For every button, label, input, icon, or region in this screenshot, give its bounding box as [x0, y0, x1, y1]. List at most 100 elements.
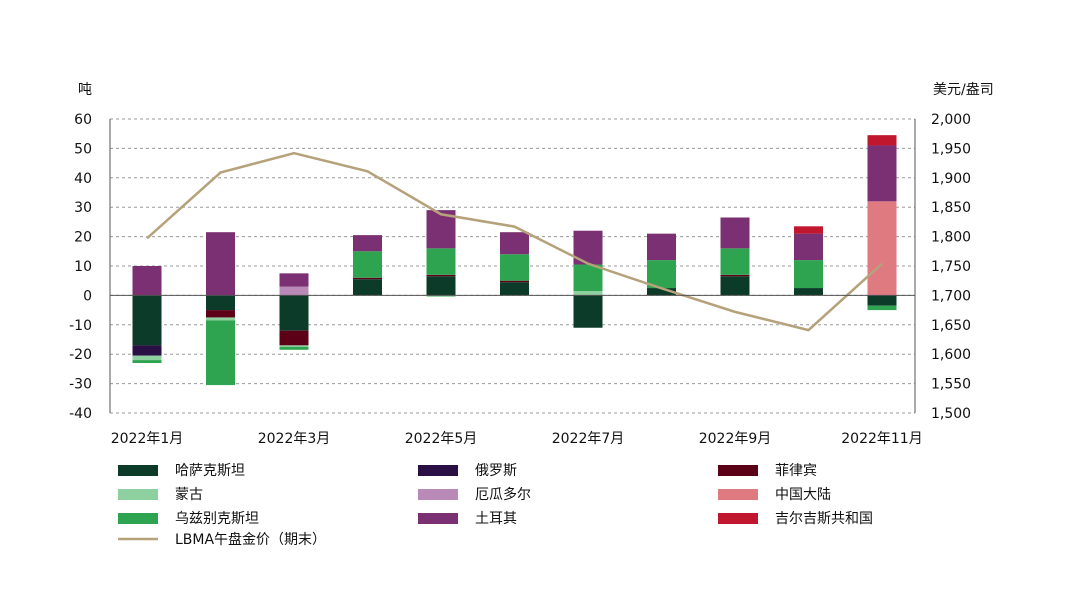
right-tick-label: 1,800: [931, 230, 971, 246]
bar-segment: [279, 273, 309, 287]
bar-segment: [720, 217, 750, 249]
x-tick-label: 2022年3月: [258, 431, 331, 447]
right-axis-title: 美元/盎司: [933, 82, 994, 98]
bar-segment: [867, 145, 897, 202]
legend-swatch: [418, 489, 458, 500]
bar-segment: [867, 295, 897, 306]
legend-label: 乌兹别克斯坦: [175, 511, 259, 527]
legend-swatch: [118, 513, 158, 524]
axes: 60 50 40 30 20 10 0 -10 -20 -30 -40 2,000 1,950 1,900…: [69, 112, 971, 447]
bar-segment: [573, 264, 603, 291]
price-line-series: [146, 151, 883, 332]
bar-segment: [867, 135, 897, 146]
bar-segment: [279, 345, 309, 347]
bar-segment: [647, 233, 676, 261]
legend-swatch: [718, 465, 758, 476]
bar-segment: [279, 330, 309, 346]
bar-segment: [794, 226, 823, 234]
right-tick-label: 2,000: [931, 112, 971, 128]
bar-segment: [353, 279, 382, 296]
bar-segment: [573, 295, 603, 328]
right-tick-label: 1,550: [931, 377, 971, 393]
right-tick-label: 1,850: [931, 200, 971, 216]
bar-segment: [279, 346, 309, 350]
bar-segment: [206, 310, 235, 318]
bar-segment: [500, 282, 529, 296]
bar-segment: [500, 232, 529, 255]
legend-swatch: [118, 489, 158, 500]
bar-segment: [132, 360, 162, 364]
bar-segment: [206, 320, 235, 386]
bar-segment: [206, 232, 235, 296]
legend-label: LBMA午盘金价（期末）: [175, 531, 326, 548]
right-tick-label: 1,500: [931, 406, 971, 422]
bar-segment: [426, 274, 456, 277]
legend-label: 土耳其: [475, 511, 517, 527]
x-tick-label: 2022年1月: [111, 431, 184, 447]
bar-segment: [794, 260, 823, 289]
left-tick-label: -20: [69, 347, 92, 363]
legend-label: 厄瓜多尔: [475, 486, 531, 503]
right-tick-label: 1,750: [931, 259, 971, 275]
left-tick-label: 60: [74, 112, 92, 128]
bar-segment: [353, 277, 382, 280]
left-tick-label: -30: [69, 377, 92, 393]
left-axis-title: 吨: [78, 82, 92, 98]
bar-segment: [720, 248, 750, 275]
legend-label: 吉尔吉斯共和国: [775, 511, 873, 527]
bar-segment: [867, 305, 897, 311]
left-tick-label: -10: [69, 318, 92, 334]
left-tick-label: 30: [74, 200, 92, 216]
bar-segment: [279, 295, 309, 331]
bar-segment: [132, 295, 162, 346]
legend-label: 菲律宾: [775, 463, 817, 479]
legend-label: 中国大陆: [775, 487, 831, 503]
bar-segment: [647, 288, 676, 296]
bar-segment: [426, 248, 456, 275]
bar-segment: [279, 286, 309, 296]
right-tick-label: 1,900: [931, 171, 971, 187]
bar-segment: [500, 254, 529, 281]
legend-swatch: [418, 465, 458, 476]
bar-segment: [353, 251, 382, 278]
bar-segment: [573, 290, 603, 296]
legend-swatch: [718, 513, 758, 524]
bar-segment: [426, 295, 456, 297]
legend-swatch: [718, 489, 758, 500]
x-tick-label: 2022年7月: [552, 431, 625, 447]
right-tick-label: 1,700: [931, 288, 971, 304]
legend-label: 蒙古: [175, 487, 203, 503]
legend-label: 哈萨克斯坦: [175, 463, 245, 479]
left-tick-label: 20: [74, 230, 92, 246]
bar-segment: [426, 276, 456, 296]
x-tick-label: 2022年9月: [699, 431, 772, 447]
bar-segment: [647, 260, 676, 289]
bar-segment: [132, 345, 162, 356]
left-tick-label: -40: [69, 406, 92, 422]
x-tick-label: 2022年5月: [405, 431, 478, 447]
left-tick-label: 10: [74, 259, 92, 275]
left-tick-label: 0: [83, 288, 92, 304]
price-line: [146, 151, 883, 332]
legend-swatch: [418, 513, 458, 524]
right-tick-label: 1,600: [931, 347, 971, 363]
x-tick-label: 2022年11月: [841, 431, 922, 447]
left-tick-label: 50: [74, 141, 92, 157]
bar-segment: [867, 201, 897, 296]
legend-label: 俄罗斯: [475, 463, 517, 479]
bar-segment: [353, 235, 382, 252]
bar-segment: [794, 233, 823, 261]
bar-segment: [132, 266, 162, 296]
bar-segment: [500, 280, 529, 283]
legend-swatch: [118, 465, 158, 476]
left-tick-label: 40: [74, 171, 92, 187]
bar-segment: [720, 274, 750, 277]
bar-segment: [132, 355, 162, 361]
bar-segment: [720, 276, 750, 296]
right-tick-label: 1,950: [931, 141, 971, 157]
bar-segment: [794, 288, 823, 296]
bar-segment: [206, 295, 235, 311]
right-tick-label: 1,650: [931, 318, 971, 334]
